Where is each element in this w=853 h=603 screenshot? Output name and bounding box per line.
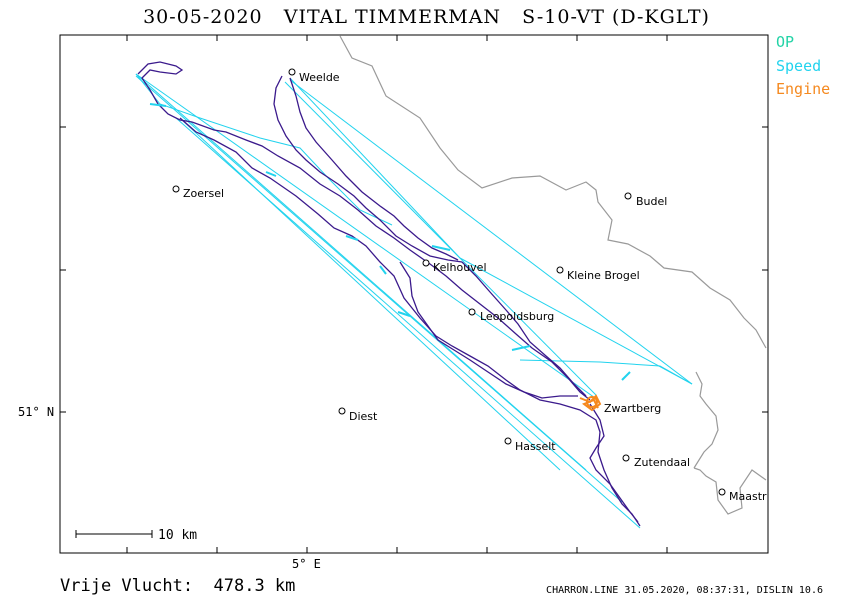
legend-engine: Engine xyxy=(776,80,831,98)
flight-legs xyxy=(135,73,693,529)
place-diest: Diest xyxy=(349,410,378,423)
legend-op: OP xyxy=(776,33,795,51)
map-title: 30-05-2020 VITAL TIMMERMAN S-10-VT (D-KG… xyxy=(143,6,710,28)
place-kleine-brogel: Kleine Brogel xyxy=(567,269,640,282)
place-weelde: Weelde xyxy=(299,71,340,84)
country-border xyxy=(339,35,767,515)
legend-speed: Speed xyxy=(776,57,822,75)
lon-label: 5° E xyxy=(292,557,321,571)
engine-cluster xyxy=(579,394,602,412)
place-kelhouvel: Kelhouvel xyxy=(433,261,487,274)
place-hasselt: Hasselt xyxy=(515,440,556,453)
scale-bar-label: 10 km xyxy=(158,528,197,543)
place-zwartberg: Zwartberg xyxy=(604,402,661,415)
map-frame xyxy=(59,34,769,554)
flight-track xyxy=(137,61,641,527)
place-leopoldsburg: Leopoldsburg xyxy=(480,310,554,323)
place-maastr: Maastr xyxy=(729,490,767,503)
speed-segments xyxy=(149,103,631,381)
place-markers xyxy=(172,68,726,496)
credit-line: CHARRON.LINE 31.05.2020, 08:37:31, DISLI… xyxy=(546,585,823,596)
place-budel: Budel xyxy=(636,195,667,208)
lat-label: 51° N xyxy=(18,405,54,419)
place-zutendaal: Zutendaal xyxy=(634,456,690,469)
scale-bar xyxy=(75,530,153,538)
place-zoersel: Zoersel xyxy=(183,187,224,200)
free-flight-distance: Vrije Vlucht: 478.3 km xyxy=(60,576,296,596)
axis-ticks xyxy=(60,35,768,553)
